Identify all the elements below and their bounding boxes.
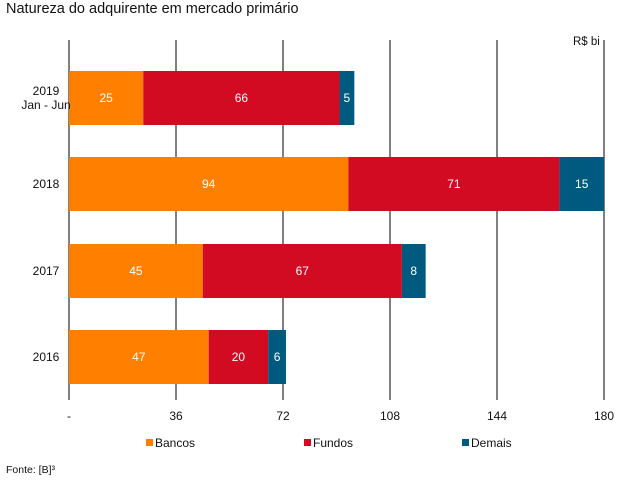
data-label: 45 (129, 264, 143, 278)
bar-segment-fundos (208, 330, 269, 384)
legend: Bancos Fundos Demais (146, 436, 512, 450)
bar-segment-demais (559, 157, 604, 211)
data-label: 67 (296, 264, 310, 278)
bar-segment-demais (339, 71, 355, 125)
legend-item-demais: Demais (462, 436, 512, 450)
data-label: 94 (202, 177, 216, 191)
data-label: 25 (99, 91, 113, 105)
legend-item-bancos: Bancos (146, 436, 195, 450)
legend-swatch (146, 439, 153, 446)
data-label: 6 (274, 350, 281, 364)
x-tick-label: 72 (276, 409, 290, 423)
bars: 25 66 5 94 71 15 45 67 8 47 20 6 (69, 71, 604, 384)
category-label: 2016 (33, 350, 60, 364)
bar-segment-bancos (69, 330, 209, 384)
legend-swatch (304, 439, 311, 446)
legend-label: Demais (471, 436, 512, 450)
bar-segment-fundos (143, 71, 340, 125)
bar-segment-bancos (69, 71, 144, 125)
data-label: 66 (235, 91, 249, 105)
x-tick-label: 36 (169, 409, 183, 423)
bar-segment-demais (268, 330, 286, 384)
category-label: 2017 (33, 264, 60, 278)
x-tick-label: 180 (594, 409, 614, 423)
legend-swatch (462, 439, 469, 446)
category-label: Jan - Jun (21, 98, 70, 112)
x-tick-label: 108 (380, 409, 400, 423)
bar-segment-bancos (69, 157, 349, 211)
x-tick-label: 144 (487, 409, 507, 423)
bar-segment-demais (401, 244, 426, 298)
category-label: 2019 (33, 84, 60, 98)
legend-label: Fundos (313, 436, 353, 450)
data-label: 15 (575, 177, 589, 191)
source-note: Fonte: [B]³ (6, 464, 56, 476)
data-label: 20 (232, 350, 246, 364)
chart-title: Natureza do adquirente em mercado primár… (6, 1, 299, 17)
legend-label: Bancos (155, 436, 195, 450)
bar-segment-bancos (69, 244, 203, 298)
data-label: 71 (447, 177, 461, 191)
bar-segment-fundos (202, 244, 402, 298)
x-tick-labels: - 36 72 108 144 180 (67, 409, 614, 423)
x-tick-label: - (67, 409, 71, 423)
bar-segment-fundos (348, 157, 560, 211)
category-label: 2018 (33, 177, 60, 191)
data-label: 5 (344, 91, 351, 105)
legend-item-fundos: Fundos (304, 436, 353, 450)
data-label: 8 (410, 264, 417, 278)
unit-label: R$ bi (573, 36, 600, 48)
data-label: 47 (132, 350, 146, 364)
